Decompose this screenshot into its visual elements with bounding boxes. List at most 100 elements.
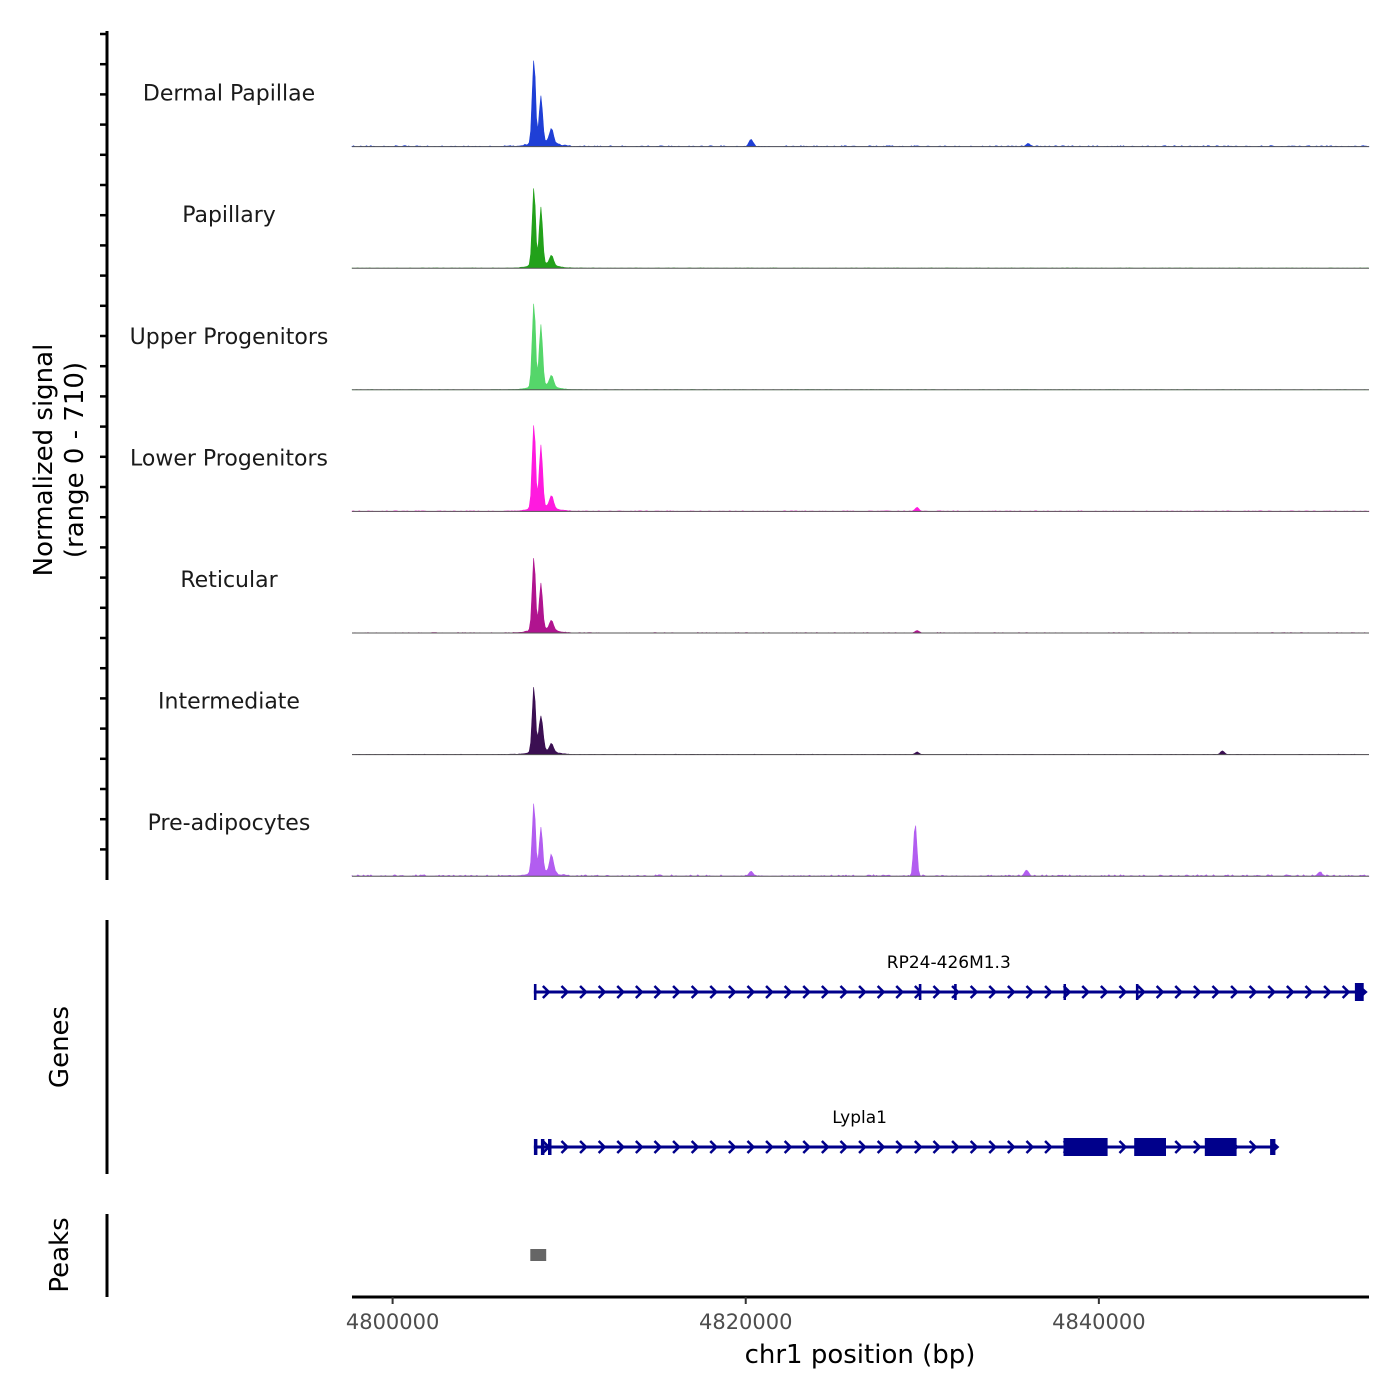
- strand-arrow: [932, 985, 942, 999]
- track-label: Upper Progenitors: [130, 325, 329, 350]
- y-axis-title-line2: (range 0 - 710): [60, 362, 90, 558]
- strand-arrow: [1118, 1140, 1128, 1154]
- x-axis-ticks: 4800000 4820000 4840000: [346, 1297, 1146, 1334]
- strand-arrow: [1248, 985, 1258, 999]
- strand-arrow: [1248, 1140, 1258, 1154]
- strand-arrow: [1099, 985, 1109, 999]
- gene-exon: [1354, 983, 1364, 1001]
- track-label: Intermediate: [158, 690, 300, 715]
- peak-region: [530, 1249, 547, 1261]
- strand-arrow: [616, 985, 626, 999]
- strand-arrow: [1285, 985, 1295, 999]
- gene-label: RP24-426M1.3: [887, 953, 1011, 973]
- strand-arrow: [932, 1140, 942, 1154]
- x-tick-label: 4800000: [346, 1310, 440, 1334]
- strand-arrow: [1025, 985, 1035, 999]
- strand-arrow: [1044, 985, 1053, 999]
- strand-arrow: [597, 1140, 607, 1154]
- x-tick-label: 4820000: [699, 1310, 793, 1334]
- strand-arrow: [783, 985, 793, 999]
- gene-label: Lypla1: [832, 1108, 887, 1128]
- signal-tracks: Dermal Papillae Papillary Upper Progenitor…: [130, 60, 1370, 877]
- strand-arrow: [876, 1140, 886, 1154]
- strand-arrow: [895, 1140, 905, 1154]
- strand-arrow: [895, 985, 905, 999]
- strand-arrow: [1006, 1140, 1016, 1154]
- strand-arrow: [858, 1140, 867, 1154]
- peaks-panel-label: Peaks: [45, 1217, 75, 1292]
- strand-arrow: [1155, 985, 1165, 999]
- gene-exon: [954, 984, 957, 1000]
- strand-arrow: [746, 1140, 756, 1154]
- strand-arrow: [560, 985, 570, 999]
- gene-exon: [1135, 984, 1139, 1000]
- gene-exon: [1063, 1138, 1108, 1156]
- signal-area: [352, 687, 1369, 755]
- y-axis-title-line1: Normalized signal: [29, 344, 59, 577]
- gene-model: RP24-426M1.3: [533, 953, 1368, 1001]
- track-label: Pre-adipocytes: [148, 811, 311, 836]
- strand-arrow: [1006, 985, 1016, 999]
- signal-track: Pre-adipocytes: [148, 803, 1370, 877]
- strand-arrow: [802, 985, 812, 999]
- strand-arrow: [560, 1140, 570, 1154]
- strand-arrow: [1174, 1140, 1184, 1154]
- gene-exon: [1134, 1138, 1166, 1156]
- strand-arrow: [1081, 985, 1091, 999]
- genes-panel-label: Genes: [45, 1006, 75, 1088]
- strand-arrow: [727, 985, 737, 999]
- peak-regions: [530, 1249, 547, 1261]
- gene-exon: [1204, 1138, 1237, 1156]
- strand-arrow: [951, 1140, 960, 1154]
- strand-arrow: [541, 985, 551, 999]
- strand-arrow: [839, 985, 849, 999]
- track-label: Dermal Papillae: [143, 82, 315, 107]
- gene-exon: [548, 1139, 552, 1155]
- strand-arrow: [653, 1140, 663, 1154]
- strand-arrow: [616, 1140, 626, 1154]
- gene-exon: [533, 984, 537, 1000]
- signal-track: Dermal Papillae: [143, 60, 1370, 148]
- signal-track: Intermediate: [158, 687, 1369, 756]
- signal-area: [351, 303, 1369, 391]
- strand-arrow: [727, 1140, 737, 1154]
- strand-arrow: [765, 985, 774, 999]
- strand-arrow: [709, 1140, 719, 1154]
- strand-arrow: [988, 985, 998, 999]
- strand-arrow: [783, 1140, 793, 1154]
- strand-arrow: [709, 985, 719, 999]
- strand-arrow: [969, 985, 979, 999]
- strand-arrow: [1341, 985, 1351, 999]
- strand-arrow: [579, 985, 588, 999]
- x-tick-label: 4840000: [1052, 1310, 1146, 1334]
- strand-arrow: [690, 1140, 700, 1154]
- strand-arrow: [634, 1140, 644, 1154]
- strand-arrow: [1230, 985, 1239, 999]
- strand-arrow: [634, 985, 644, 999]
- gene-exon: [918, 984, 922, 1000]
- strand-arrow: [1174, 985, 1184, 999]
- strand-arrow: [1267, 985, 1277, 999]
- signal-area: [351, 425, 1370, 512]
- strand-arrow: [690, 985, 700, 999]
- track-label: Lower Progenitors: [130, 446, 328, 471]
- strand-arrow: [1323, 985, 1332, 999]
- strand-arrow: [913, 1140, 923, 1154]
- strand-arrow: [1192, 985, 1202, 999]
- signal-area: [351, 188, 1370, 269]
- track-label: Papillary: [182, 203, 276, 228]
- gene-model: Lypla1: [533, 1108, 1280, 1156]
- track-label: Reticular: [180, 568, 278, 593]
- strand-arrow: [988, 1140, 998, 1154]
- strand-arrow: [672, 985, 681, 999]
- strand-arrow: [1211, 985, 1221, 999]
- strand-arrow: [672, 1140, 681, 1154]
- gene-exon: [540, 1139, 545, 1155]
- signal-track: Reticular: [180, 558, 1369, 634]
- strand-arrow: [1118, 985, 1128, 999]
- signal-track: Upper Progenitors: [130, 303, 1369, 391]
- strand-arrow: [876, 985, 886, 999]
- strand-arrow: [653, 985, 663, 999]
